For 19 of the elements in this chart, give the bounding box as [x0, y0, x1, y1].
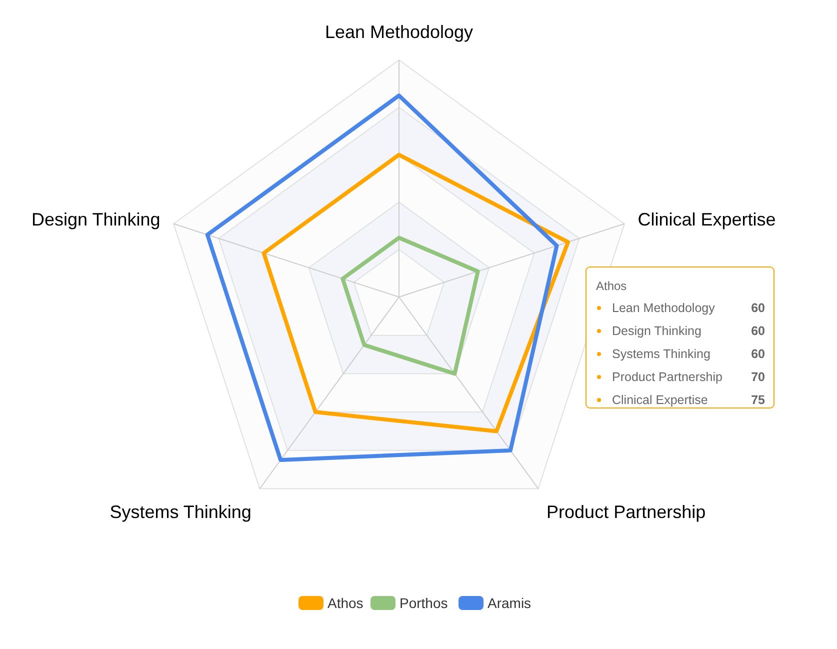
legend-label: Porthos — [400, 595, 448, 611]
spoke-label: Clinical Expertise — [638, 209, 776, 230]
text: Lean Methodology — [612, 301, 716, 315]
text: 75 — [751, 393, 766, 407]
text: Systems Thinking — [612, 347, 710, 361]
spoke-label: Design Thinking — [32, 209, 160, 230]
spoke-label: Lean Methodology — [324, 22, 474, 42]
text: Athos — [596, 279, 627, 293]
text: 60 — [751, 347, 766, 361]
text: 60 — [751, 324, 766, 338]
spoke-label: Systems Thinking — [110, 502, 252, 522]
legend-label: Athos — [328, 595, 364, 611]
spoke-label: Product Partnership — [546, 502, 706, 522]
text: Product Partnership — [612, 370, 723, 384]
text: Clinical Expertise — [612, 393, 708, 407]
legend-label: Aramis — [488, 595, 532, 611]
text: Design Thinking — [612, 324, 702, 338]
text: 70 — [751, 370, 766, 384]
text: 60 — [751, 301, 766, 315]
